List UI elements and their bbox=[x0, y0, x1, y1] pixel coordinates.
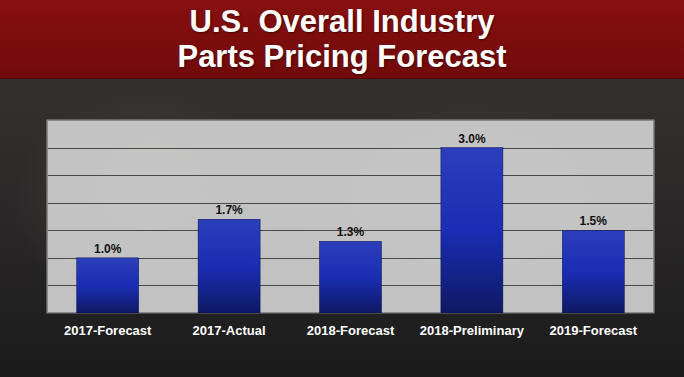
bar bbox=[198, 219, 260, 313]
bar bbox=[441, 148, 503, 313]
bar bbox=[320, 241, 382, 313]
plot-frame bbox=[48, 121, 654, 313]
category-label: 2019-Forecast bbox=[550, 323, 638, 338]
header-band: U.S. Overall Industry Parts Pricing Fore… bbox=[0, 0, 684, 79]
data-label: 1.7% bbox=[215, 203, 243, 217]
bar bbox=[77, 258, 139, 313]
category-label: 2018-Forecast bbox=[307, 323, 395, 338]
data-label: 1.3% bbox=[337, 225, 365, 239]
category-label: 2017-Actual bbox=[193, 323, 266, 338]
data-label: 1.5% bbox=[580, 214, 608, 228]
grid-line bbox=[47, 148, 654, 149]
bars bbox=[77, 148, 625, 313]
category-label: 2017-Forecast bbox=[64, 323, 152, 338]
data-label: 3.0% bbox=[458, 132, 486, 146]
plot-area bbox=[47, 120, 654, 313]
grid-line bbox=[47, 175, 654, 176]
category-label: 2018-Preliminary bbox=[420, 323, 525, 338]
grid-line bbox=[47, 203, 654, 204]
data-label: 1.0% bbox=[94, 242, 122, 256]
chart: 1.0% 1.7% 1.3% 3.0% 1.5% 2017-Forecast 2017-Ac… bbox=[0, 0, 684, 377]
bar bbox=[562, 230, 624, 313]
grid-line bbox=[47, 313, 654, 314]
title: U.S. Overall Industry Parts Pricing Fore… bbox=[0, 4, 684, 74]
